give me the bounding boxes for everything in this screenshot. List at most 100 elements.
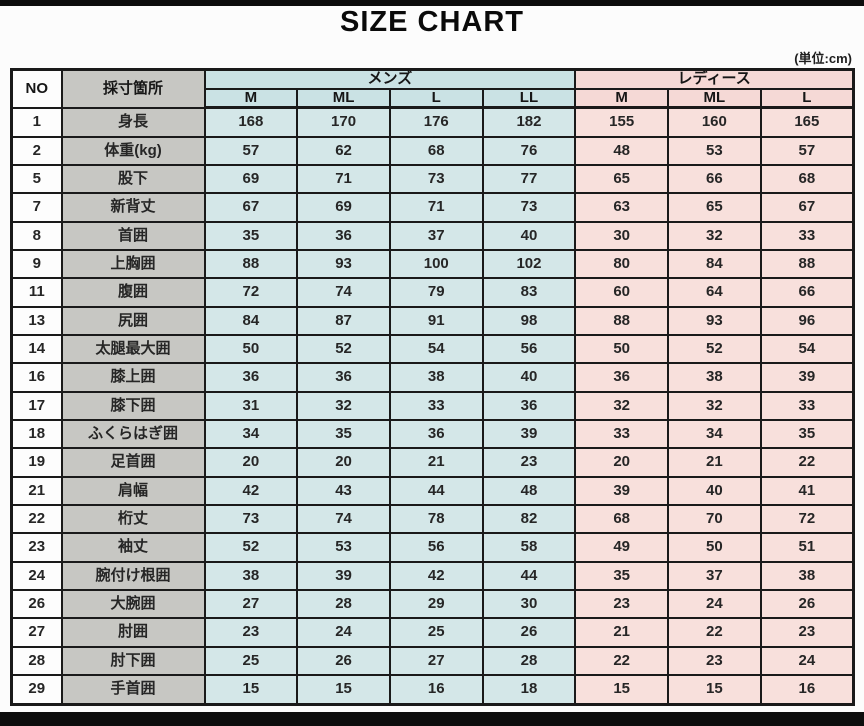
ladies-value-cell: 50 bbox=[574, 334, 670, 365]
ladies-value-cell: 33 bbox=[759, 390, 855, 422]
ladies-value-cell: 72 bbox=[759, 504, 855, 535]
table-row: 22 桁丈 73 74 78 82 68 70 72 bbox=[10, 504, 855, 535]
table-row: 26 大腕囲 27 28 29 30 23 24 26 bbox=[10, 589, 855, 620]
ladies-value-cell: 22 bbox=[667, 617, 762, 648]
mens-value-cell: 33 bbox=[388, 390, 484, 422]
ladies-value-cell: 60 bbox=[574, 277, 670, 308]
mens-value-cell: 26 bbox=[296, 645, 391, 677]
mens-value-cell: 79 bbox=[388, 277, 484, 308]
mens-value-cell: 182 bbox=[481, 106, 577, 138]
ladies-value-cell: 80 bbox=[574, 248, 670, 280]
ladies-value-cell: 51 bbox=[759, 532, 855, 563]
table-row: 28 肘下囲 25 26 27 28 22 23 24 bbox=[10, 645, 855, 677]
mens-value-cell: 74 bbox=[296, 277, 391, 308]
mens-value-cell: 36 bbox=[296, 220, 391, 251]
mens-value-cell: 67 bbox=[203, 192, 299, 223]
ladies-value-cell: 54 bbox=[759, 334, 855, 365]
header-mens-size-l: L bbox=[388, 87, 484, 109]
mens-value-cell: 53 bbox=[296, 532, 391, 563]
header-ladies-size-m: M bbox=[574, 87, 670, 109]
ladies-value-cell: 16 bbox=[759, 674, 855, 706]
measurement-name-cell: 肘囲 bbox=[60, 617, 206, 648]
row-number-cell: 26 bbox=[10, 589, 63, 620]
mens-value-cell: 25 bbox=[203, 645, 299, 677]
row-number-cell: 14 bbox=[10, 334, 63, 365]
ladies-value-cell: 21 bbox=[667, 447, 762, 478]
table-row: 5 股下 69 71 73 77 65 66 68 bbox=[10, 163, 855, 195]
ladies-value-cell: 15 bbox=[574, 674, 670, 706]
ladies-value-cell: 36 bbox=[574, 362, 670, 393]
table-row: 7 新背丈 67 69 71 73 63 65 67 bbox=[10, 192, 855, 223]
row-number-cell: 11 bbox=[10, 277, 63, 308]
mens-value-cell: 168 bbox=[203, 106, 299, 138]
row-number-cell: 18 bbox=[10, 419, 63, 450]
mens-value-cell: 170 bbox=[296, 106, 391, 138]
mens-value-cell: 36 bbox=[388, 419, 484, 450]
ladies-value-cell: 15 bbox=[667, 674, 762, 706]
ladies-value-cell: 33 bbox=[759, 220, 855, 251]
ladies-value-cell: 68 bbox=[759, 163, 855, 195]
ladies-value-cell: 88 bbox=[574, 305, 670, 337]
row-number-cell: 24 bbox=[10, 560, 63, 592]
ladies-value-cell: 33 bbox=[574, 419, 670, 450]
mens-value-cell: 38 bbox=[388, 362, 484, 393]
ladies-value-cell: 48 bbox=[574, 135, 670, 166]
row-number-cell: 13 bbox=[10, 305, 63, 337]
ladies-value-cell: 23 bbox=[759, 617, 855, 648]
mens-value-cell: 23 bbox=[481, 447, 577, 478]
mens-value-cell: 20 bbox=[203, 447, 299, 478]
mens-value-cell: 54 bbox=[388, 334, 484, 365]
header-ladies-size-l: L bbox=[759, 87, 855, 109]
measurement-name-cell: 桁丈 bbox=[60, 504, 206, 535]
table-row: 18 ふくらはぎ囲 34 35 36 39 33 34 35 bbox=[10, 419, 855, 450]
unit-label: (単位:cm) bbox=[794, 51, 852, 66]
mens-value-cell: 28 bbox=[296, 589, 391, 620]
header-part: 採寸箇所 bbox=[60, 68, 206, 109]
mens-value-cell: 102 bbox=[481, 248, 577, 280]
mens-value-cell: 88 bbox=[203, 248, 299, 280]
ladies-value-cell: 65 bbox=[667, 192, 762, 223]
ladies-value-cell: 53 bbox=[667, 135, 762, 166]
ladies-value-cell: 66 bbox=[667, 163, 762, 195]
table-row: 9 上胸囲 88 93 100 102 80 84 88 bbox=[10, 248, 855, 280]
mens-value-cell: 40 bbox=[481, 220, 577, 251]
row-number-cell: 17 bbox=[10, 390, 63, 422]
bottom-border-bar bbox=[0, 712, 864, 726]
mens-value-cell: 36 bbox=[296, 362, 391, 393]
ladies-value-cell: 52 bbox=[667, 334, 762, 365]
mens-value-cell: 57 bbox=[203, 135, 299, 166]
mens-value-cell: 98 bbox=[481, 305, 577, 337]
mens-value-cell: 71 bbox=[296, 163, 391, 195]
row-number-cell: 5 bbox=[10, 163, 63, 195]
mens-value-cell: 82 bbox=[481, 504, 577, 535]
ladies-value-cell: 35 bbox=[759, 419, 855, 450]
mens-value-cell: 18 bbox=[481, 674, 577, 706]
mens-value-cell: 93 bbox=[296, 248, 391, 280]
mens-value-cell: 62 bbox=[296, 135, 391, 166]
ladies-value-cell: 32 bbox=[667, 220, 762, 251]
table-row: 16 膝上囲 36 36 38 40 36 38 39 bbox=[10, 362, 855, 393]
mens-value-cell: 73 bbox=[388, 163, 484, 195]
measurement-name-cell: 肘下囲 bbox=[60, 645, 206, 677]
mens-value-cell: 69 bbox=[203, 163, 299, 195]
mens-value-cell: 43 bbox=[296, 475, 391, 507]
header-size-row: M ML L LL M ML L bbox=[12, 87, 855, 109]
ladies-value-cell: 37 bbox=[667, 560, 762, 592]
mens-value-cell: 36 bbox=[481, 390, 577, 422]
mens-value-cell: 39 bbox=[296, 560, 391, 592]
measurement-name-cell: 上胸囲 bbox=[60, 248, 206, 280]
mens-value-cell: 27 bbox=[203, 589, 299, 620]
ladies-value-cell: 21 bbox=[574, 617, 670, 648]
ladies-value-cell: 65 bbox=[574, 163, 670, 195]
mens-value-cell: 34 bbox=[203, 419, 299, 450]
measurement-name-cell: 足首囲 bbox=[60, 447, 206, 478]
header-mens-size-ll: LL bbox=[481, 87, 577, 109]
ladies-value-cell: 26 bbox=[759, 589, 855, 620]
ladies-value-cell: 30 bbox=[574, 220, 670, 251]
header-mens-size-ml: ML bbox=[296, 87, 391, 109]
table-row: 27 肘囲 23 24 25 26 21 22 23 bbox=[10, 617, 855, 648]
row-number-cell: 22 bbox=[10, 504, 63, 535]
measurement-name-cell: 膝下囲 bbox=[60, 390, 206, 422]
measurement-name-cell: 股下 bbox=[60, 163, 206, 195]
